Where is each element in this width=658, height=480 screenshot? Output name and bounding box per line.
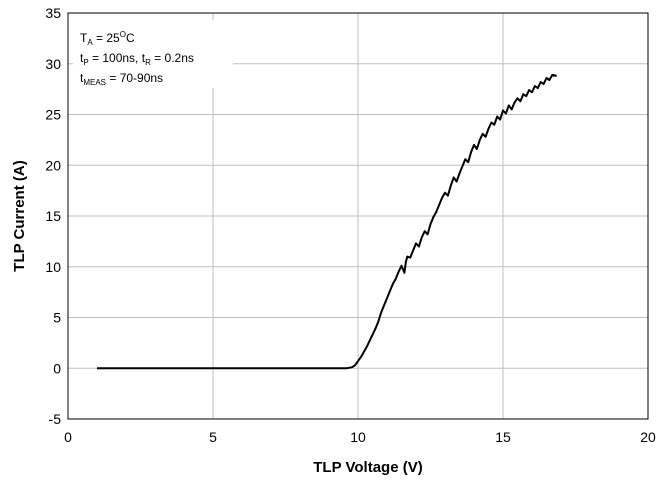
- x-tick-label: 0: [64, 429, 72, 445]
- annotation-measurement-window: tMEAS = 70-90ns: [80, 71, 163, 87]
- tlp-curve-line: [97, 73, 557, 370]
- y-tick-label: 10: [45, 259, 61, 275]
- annotation-pulse-timing: tP = 100ns, tR = 0.2ns: [80, 51, 194, 67]
- y-axis-title: TLP Current (A): [11, 160, 28, 271]
- x-tick-label: 10: [350, 429, 366, 445]
- x-tick-label: 15: [495, 429, 511, 445]
- y-tick-labels: -5 0 5 10 15 20 25 30 35: [45, 5, 61, 427]
- y-tick-label: 0: [53, 360, 61, 376]
- y-tick-label: 25: [45, 107, 61, 123]
- x-tick-label: 20: [640, 429, 656, 445]
- y-tick-label: 30: [45, 56, 61, 72]
- y-tick-label: -5: [49, 411, 62, 427]
- x-tick-label: 5: [209, 429, 217, 445]
- plot-area-border: [67, 12, 649, 420]
- x-tick-labels: 0 5 10 15 20: [64, 429, 656, 445]
- annotation-box: [73, 20, 233, 88]
- y-tick-label: 35: [45, 5, 61, 21]
- y-tick-label: 5: [53, 310, 61, 326]
- y-tick-label: 20: [45, 157, 61, 173]
- x-axis-title: TLP Voltage (V): [313, 459, 422, 476]
- annotation-temperature: TA = 25OC: [80, 30, 135, 47]
- y-tick-label: 15: [45, 208, 61, 224]
